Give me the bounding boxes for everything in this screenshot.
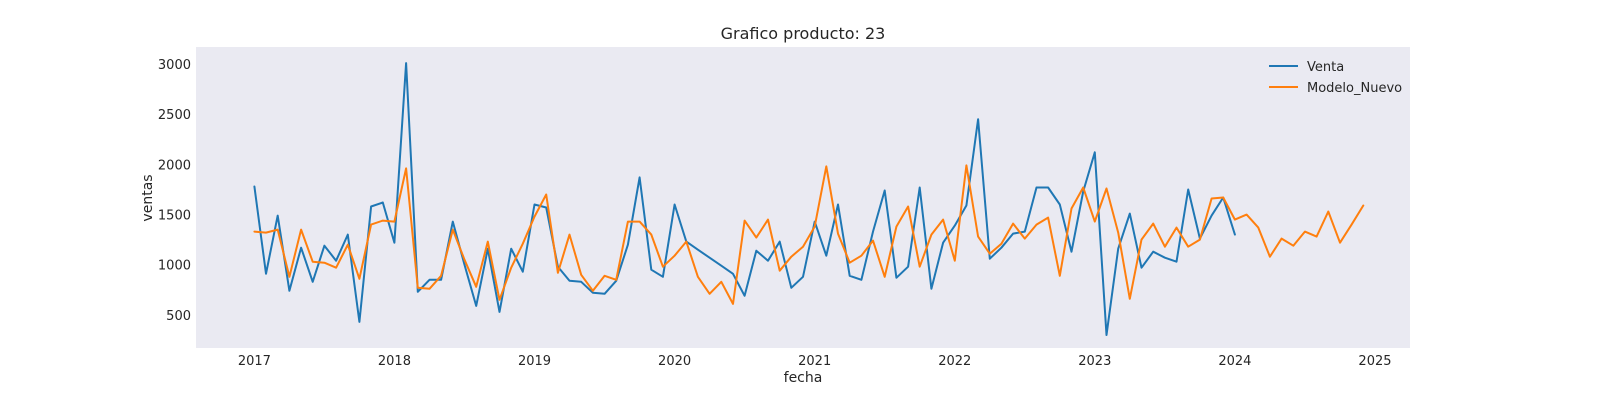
y-tick-label: 2000 [158,158,191,173]
y-tick-label: 1000 [158,259,191,274]
y-axis-ticks: 500 1000 1500 2000 2500 3000 [158,58,191,324]
x-tick-label: 2021 [798,354,831,369]
x-tick-label: 2024 [1218,354,1251,369]
x-tick-label: 2025 [1358,354,1391,369]
series-line-modelo-nuevo [253,164,1365,305]
y-tick-label: 1500 [158,209,191,224]
x-tick-label: 2022 [938,354,971,369]
plot-area [196,47,1410,348]
x-tick-label: 2020 [658,354,691,369]
chart-title: Grafico producto: 23 [721,24,886,43]
x-tick-label: 2019 [518,354,551,369]
y-tick-label: 3000 [158,58,191,73]
y-tick-label: 2500 [158,108,191,123]
legend: Venta Modelo_Nuevo [1269,60,1402,96]
x-axis-ticks: 2017 2018 2019 2020 2021 2022 2023 2024 2025 [238,354,1392,369]
x-tick-label: 2023 [1078,354,1111,369]
legend-label: Modelo_Nuevo [1307,81,1402,96]
x-tick-label: 2017 [238,354,271,369]
x-tick-label: 2018 [378,354,411,369]
x-axis-label: fecha [784,370,823,386]
y-axis-label: ventas [140,174,156,221]
y-tick-label: 500 [166,309,191,324]
series-line-venta [253,62,1236,336]
series-layer [253,62,1365,336]
legend-label: Venta [1307,60,1344,75]
